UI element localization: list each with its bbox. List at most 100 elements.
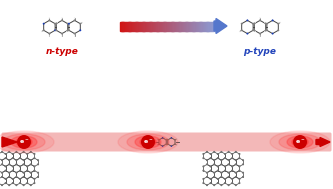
Circle shape [217,153,219,155]
Bar [122,22,124,30]
Circle shape [202,170,204,172]
Text: e$^-$: e$^-$ [19,138,30,146]
Bar [156,22,158,30]
Circle shape [238,165,240,167]
Circle shape [170,145,172,147]
Circle shape [217,182,219,184]
Circle shape [37,172,39,174]
Circle shape [17,135,31,149]
Circle shape [224,157,226,159]
Circle shape [220,172,222,174]
Circle shape [167,138,168,139]
Circle shape [224,153,226,155]
Ellipse shape [292,138,308,146]
Circle shape [19,165,21,167]
Circle shape [272,33,274,35]
Ellipse shape [118,131,178,153]
Circle shape [12,170,14,172]
Bar [157,22,159,30]
Bar [205,22,206,30]
Circle shape [33,165,35,167]
Circle shape [293,135,307,149]
Circle shape [30,163,32,165]
Circle shape [242,163,244,165]
Circle shape [61,35,63,37]
Bar [164,22,166,30]
Circle shape [82,22,83,23]
Circle shape [224,182,226,184]
Circle shape [26,153,28,155]
Circle shape [74,17,75,19]
Bar [154,22,156,30]
Circle shape [209,178,212,180]
Circle shape [5,165,7,167]
Bar [132,22,133,30]
Bar [190,22,191,30]
Circle shape [220,163,222,165]
Circle shape [259,33,261,35]
Bar [126,22,128,30]
Circle shape [61,17,63,19]
Circle shape [23,163,25,165]
Bar [192,22,194,30]
Circle shape [264,31,265,32]
Bar [188,22,190,30]
Circle shape [176,145,177,146]
Ellipse shape [0,131,54,153]
Circle shape [1,159,3,161]
Circle shape [166,139,167,141]
Circle shape [213,172,215,174]
Text: e$^-$: e$^-$ [143,138,154,146]
Circle shape [55,23,57,25]
Circle shape [67,29,69,31]
Circle shape [277,29,279,31]
Ellipse shape [16,138,32,146]
Circle shape [30,172,32,174]
Circle shape [141,135,155,149]
Circle shape [30,159,32,161]
Circle shape [246,19,248,21]
Bar [136,22,138,30]
Bar [121,22,123,30]
Circle shape [158,139,160,141]
Bar [159,22,160,30]
Circle shape [157,145,158,146]
Circle shape [157,138,158,139]
Circle shape [259,19,261,21]
Circle shape [8,159,10,161]
Circle shape [15,184,17,186]
Circle shape [238,182,240,184]
Bar [186,22,188,30]
Circle shape [206,163,208,165]
Circle shape [174,143,176,145]
Circle shape [241,29,243,31]
Circle shape [26,182,28,184]
Circle shape [167,139,168,141]
Bar [193,22,195,30]
Bar [200,22,202,30]
Circle shape [206,184,208,186]
Circle shape [167,145,168,146]
Circle shape [209,165,212,167]
Circle shape [266,29,268,31]
Bar [141,22,143,30]
Bar [135,22,137,30]
Circle shape [26,170,28,172]
Circle shape [23,184,25,186]
Bar [198,22,199,30]
Circle shape [235,172,237,174]
Circle shape [246,33,248,35]
FancyArrow shape [214,19,227,33]
Bar [191,22,192,30]
Ellipse shape [140,138,156,146]
Circle shape [213,159,215,161]
Circle shape [162,145,164,147]
Circle shape [19,153,21,155]
Circle shape [174,139,176,141]
Bar [166,22,168,30]
Circle shape [68,29,70,31]
Circle shape [227,159,230,161]
Circle shape [254,31,256,32]
Bar [202,22,204,30]
Circle shape [30,184,32,186]
